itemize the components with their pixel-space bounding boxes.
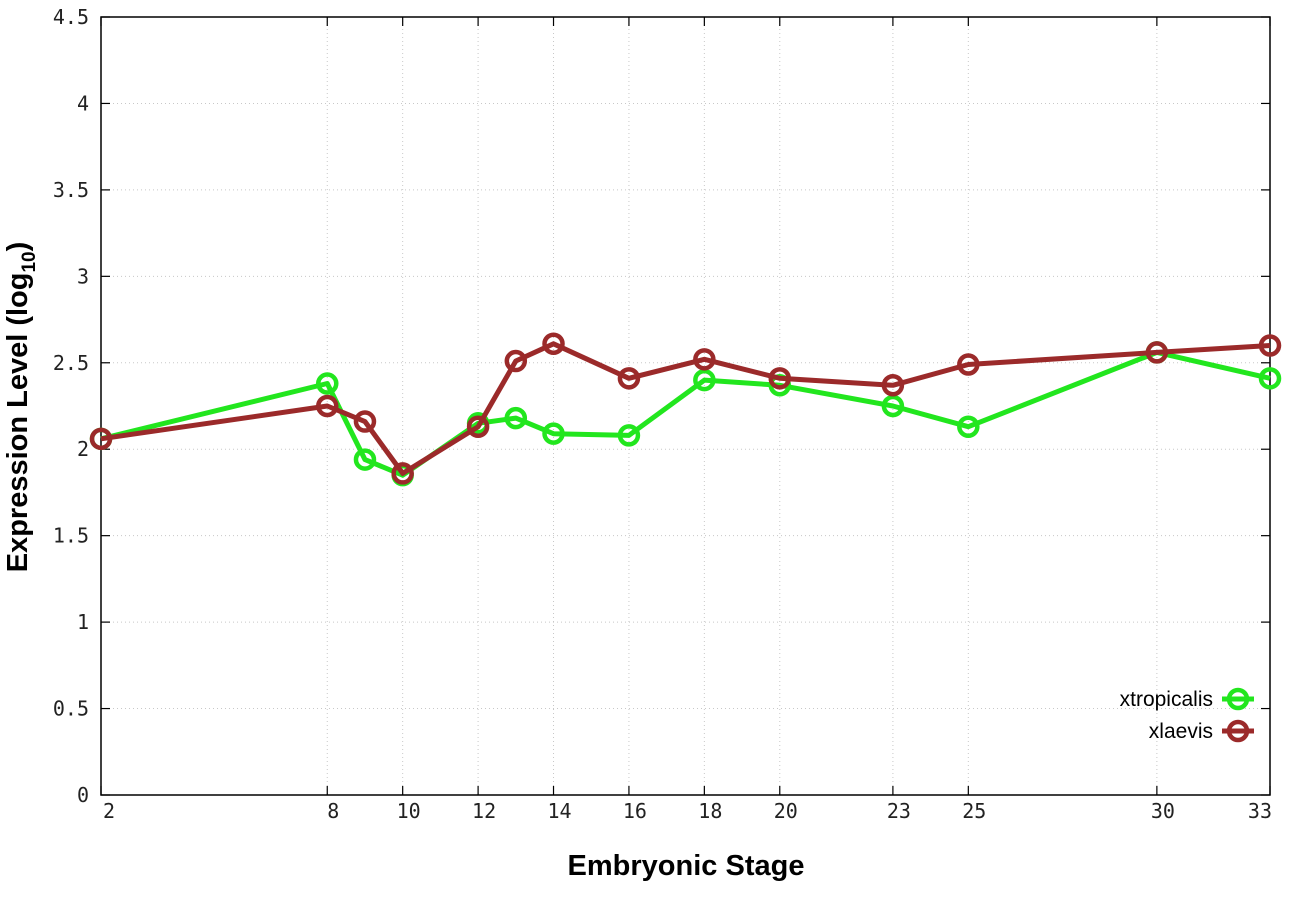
plot-area-frame [100,16,1271,796]
data-point-xlaevis [353,410,377,433]
y-tick-label: 2 [77,437,89,461]
data-point-xtropicalis [542,422,565,445]
data-point-xlaevis [957,353,980,376]
y-axis-title-subscript: 10 [19,251,40,272]
y-tick-label: 2.5 [53,351,89,375]
data-series [89,332,1282,487]
data-point-xlaevis [504,349,528,373]
x-tick-label: 8 [327,799,339,823]
y-tick-label: 3.5 [53,178,89,202]
x-axis-tick-labels: 2 8 10 12 14 16 18 20 23 25 30 33 [103,799,1272,823]
data-point-xtropicalis [881,394,905,418]
legend-label: xtropicalis [1120,688,1213,711]
x-tick-label: 25 [962,799,986,823]
legend-marker [1226,687,1250,711]
x-tick-label: 23 [887,799,911,823]
y-tick-label: 1.5 [53,524,89,548]
x-tick-label: 16 [623,799,647,823]
y-tick-label: 0 [77,783,89,807]
data-point-xlaevis [466,415,490,438]
y-axis-title: Expression Level (log10) [2,242,40,573]
x-tick-label: 30 [1151,799,1175,823]
data-point-xlaevis [881,374,905,397]
y-tick-label: 1 [77,610,89,634]
legend-item-xtropicalis: xtropicalis [1120,687,1254,711]
x-tick-label: 12 [472,799,496,823]
x-tick-label: 20 [774,799,798,823]
y-tick-label: 4 [77,91,89,115]
data-point-xlaevis [89,427,113,451]
y-axis-tick-labels: 0 0.5 1 1.5 2 2.5 3 3.5 4 4.5 [53,5,89,807]
x-tick-label: 10 [397,799,421,823]
series-line-xlaevis [100,341,1271,476]
data-point-xlaevis [1258,334,1282,357]
data-point-xtropicalis [504,406,528,430]
x-axis-title: Embryonic Stage [568,850,805,882]
legend-label: xlaevis [1149,720,1213,743]
data-point-xtropicalis [1258,367,1282,390]
data-point-xlaevis [768,367,792,390]
y-tick-label: 0.5 [53,697,89,721]
x-tick-label: 18 [698,799,722,823]
x-tick-label: 14 [547,799,571,823]
y-tick-label: 3 [77,264,89,288]
data-point-xlaevis [542,332,565,356]
data-point-xlaevis [316,394,339,418]
y-axis-title-end: ) [2,242,34,252]
legend-item-xlaevis: xlaevis [1149,719,1254,743]
data-point-xtropicalis [316,372,339,395]
axis-ticks [100,16,1271,796]
data-point-xlaevis [391,462,414,485]
x-tick-label: 2 [103,799,115,823]
legend-marker [1226,719,1250,743]
data-point-xlaevis [617,367,641,390]
data-point-xtropicalis [617,424,641,447]
data-point-xtropicalis [353,448,377,471]
data-point-xlaevis [1145,341,1169,364]
data-point-xtropicalis [957,415,980,438]
data-point-xlaevis [693,348,716,371]
legend: xtropicalis xlaevis [1120,687,1254,743]
data-point-xtropicalis [693,368,716,392]
grid-lines [101,17,1270,795]
x-tick-label: 33 [1248,799,1272,823]
y-axis-title-main: Expression Level (log [2,273,34,573]
series-xlaevis [89,332,1282,485]
y-tick-label: 4.5 [53,5,89,29]
